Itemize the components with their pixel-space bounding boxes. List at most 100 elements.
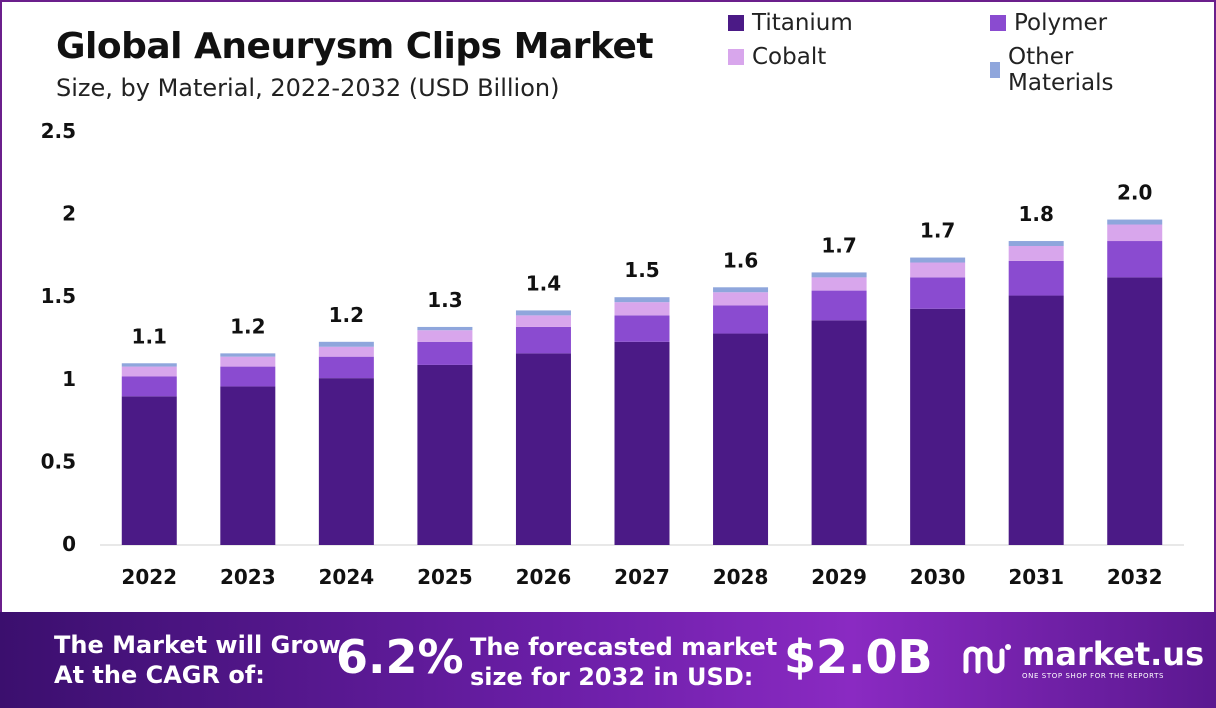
legend-item-other-materials: Other Materials [990, 44, 1119, 96]
bar-segment-other-materials [417, 326, 473, 331]
data-label: 1.2 [329, 303, 364, 327]
bar-segment-cobalt [1008, 245, 1064, 261]
legend-label-titanium: Titanium [752, 10, 853, 36]
bar-segment-titanium [811, 320, 867, 545]
bar-segment-titanium [121, 396, 177, 545]
legend-item-titanium: Titanium [728, 10, 853, 36]
bar-segment-polymer [318, 356, 374, 379]
bar-segment-other-materials [811, 272, 867, 278]
chart-subtitle: Size, by Material, 2022-2032 (USD Billio… [56, 74, 560, 102]
bar-segment-other-materials [614, 297, 670, 303]
bar-segment-titanium [515, 353, 571, 545]
bar-segment-titanium [1008, 295, 1064, 545]
data-label: 1.4 [526, 271, 561, 295]
y-tick-label: 0 [62, 532, 76, 556]
legend-swatch-polymer [990, 15, 1006, 31]
forecast-label-line1: The forecasted market [470, 633, 778, 661]
legend-item-polymer: Polymer [990, 10, 1107, 36]
data-label: 1.1 [132, 324, 167, 348]
legend-label-polymer: Polymer [1014, 10, 1108, 36]
bar-segment-titanium [318, 378, 374, 545]
chart-title: Global Aneurysm Clips Market [56, 26, 654, 67]
legend-swatch-other-materials [990, 62, 1001, 78]
bar-segment-polymer [811, 290, 867, 321]
x-tick-label: 2030 [910, 565, 966, 589]
bar-segment-polymer [614, 315, 670, 342]
y-tick-label: 1 [62, 367, 76, 391]
bar-segment-polymer [713, 305, 769, 334]
x-tick-label: 2022 [121, 565, 177, 589]
bar-segment-titanium [417, 364, 473, 545]
bar-segment-polymer [121, 376, 177, 397]
bar-segment-polymer [417, 341, 473, 365]
bar-chart: 0 0.5 1 1.5 2 2.5 1.1 2022 1.2 2023 1.2 2024 1.3 2025… [41, 119, 1184, 589]
x-tick-label: 2028 [713, 565, 769, 589]
footer-banner: The Market will Grow At the CAGR of: 6.2… [0, 612, 1216, 708]
forecast-label: The forecasted market size for 2032 in U… [470, 632, 777, 692]
data-label: 1.5 [624, 258, 659, 282]
x-tick-label: 2026 [516, 565, 572, 589]
data-label: 1.7 [821, 233, 856, 257]
x-tick-label: 2031 [1008, 565, 1064, 589]
bar-segment-polymer [910, 277, 966, 309]
cagr-label-line2: At the CAGR of: [54, 661, 265, 689]
y-tick-label: 2.5 [41, 119, 76, 143]
bar-segment-cobalt [713, 292, 769, 306]
bar-segment-other-materials [121, 363, 177, 367]
legend-swatch-cobalt [728, 49, 744, 65]
cagr-label-line1: The Market will Grow [54, 631, 341, 659]
bar-segment-polymer [220, 366, 276, 387]
x-tick-label: 2027 [614, 565, 670, 589]
bar-segment-titanium [220, 386, 276, 545]
bar-segment-other-materials [318, 341, 374, 347]
x-tick-label: 2029 [811, 565, 867, 589]
bar-segment-titanium [713, 333, 769, 545]
bar-segment-cobalt [515, 315, 571, 327]
data-label: 1.8 [1018, 202, 1053, 226]
bar-segment-cobalt [417, 330, 473, 342]
bar-segment-other-materials [1008, 241, 1064, 246]
bar-segment-polymer [1008, 260, 1064, 296]
legend-label-other-materials: Other Materials [1008, 44, 1114, 96]
bar-segment-other-materials [515, 310, 571, 316]
brand: market.us ONE STOP SHOP FOR THE REPORTS [962, 638, 1204, 680]
legend-label-cobalt: Cobalt [752, 44, 827, 70]
y-tick-label: 2 [62, 202, 76, 226]
data-label: 1.6 [723, 248, 758, 272]
x-tick-label: 2024 [319, 565, 375, 589]
data-label: 1.2 [230, 314, 265, 338]
bar-segment-titanium [1107, 277, 1163, 545]
y-tick-label: 0.5 [41, 449, 76, 473]
bar-segment-cobalt [220, 356, 276, 367]
cagr-label: The Market will Grow At the CAGR of: [54, 630, 341, 690]
bar-segment-cobalt [318, 346, 374, 357]
legend-swatch-titanium [728, 15, 744, 31]
forecast-label-line2: size for 2032 in USD: [470, 663, 754, 691]
bar-segment-polymer [1107, 241, 1163, 278]
market-us-logo-icon [963, 644, 1011, 674]
bar-segment-polymer [515, 326, 571, 354]
bar-segment-cobalt [1107, 224, 1163, 242]
bar-segment-titanium [910, 308, 966, 545]
data-label: 1.7 [920, 219, 955, 243]
y-tick-label: 1.5 [41, 284, 76, 308]
bar-segment-other-materials [220, 353, 276, 357]
bar-segment-other-materials [713, 287, 769, 293]
x-tick-label: 2032 [1107, 565, 1163, 589]
cagr-value: 6.2% [336, 630, 464, 684]
legend-item-cobalt: Cobalt [728, 44, 826, 70]
bar-segment-cobalt [121, 366, 177, 377]
bar-segment-cobalt [811, 277, 867, 291]
data-label: 2.0 [1117, 181, 1152, 205]
brand-text: market.us ONE STOP SHOP FOR THE REPORTS [1022, 638, 1204, 680]
bar-segment-other-materials [910, 257, 966, 263]
bar-segment-cobalt [910, 262, 966, 278]
brand-name: market.us [1022, 635, 1205, 673]
data-label: 1.3 [427, 288, 462, 312]
bar-segment-cobalt [614, 302, 670, 316]
brand-tagline: ONE STOP SHOP FOR THE REPORTS [1022, 672, 1165, 680]
forecast-value: $2.0B [784, 630, 933, 684]
bar-segment-titanium [614, 341, 670, 545]
bar-segment-other-materials [1107, 219, 1163, 225]
x-tick-label: 2023 [220, 565, 276, 589]
